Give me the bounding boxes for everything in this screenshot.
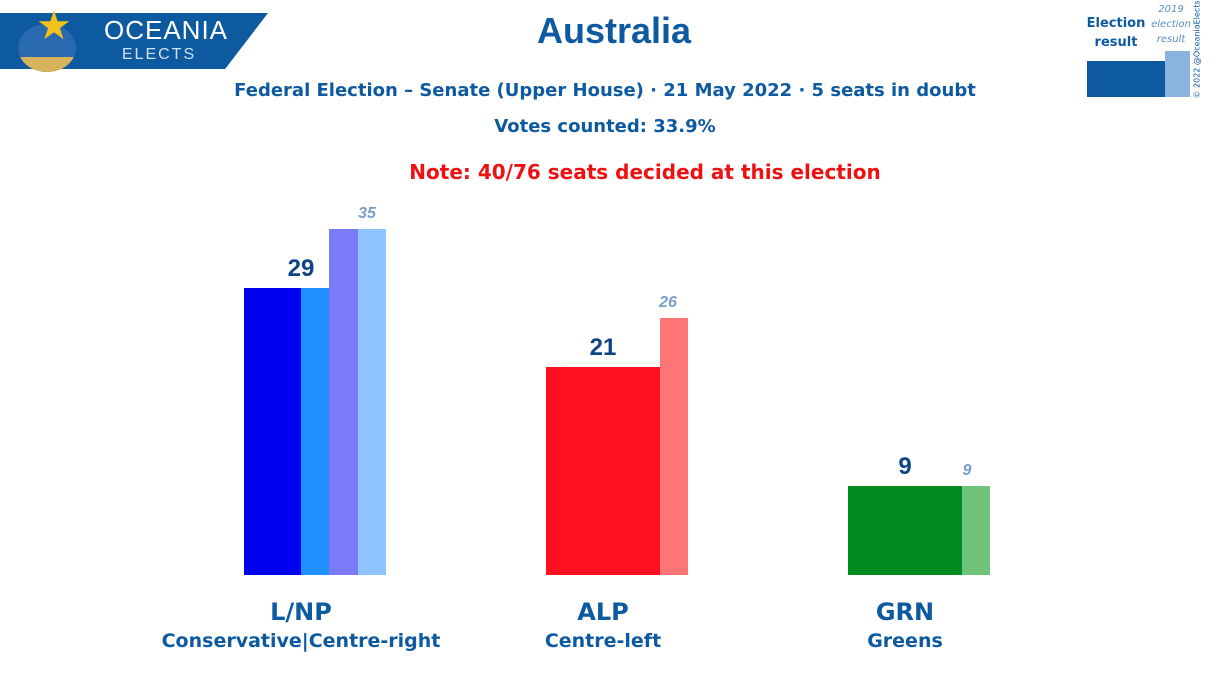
- bar-alp-current: [546, 367, 660, 575]
- copyright: © 2022 @OceaniaElects: [1192, 0, 1202, 99]
- previous-label-alp: 26: [659, 293, 677, 311]
- legend-current-label: Election result: [1086, 16, 1146, 50]
- bar-grn-previous: [962, 486, 990, 575]
- legend-previous-swatch: [1165, 51, 1190, 97]
- chart-subtitle: Federal Election – Senate (Upper House) …: [234, 80, 976, 101]
- category-sublabel-lnp: Conservative|Centre-right: [161, 630, 441, 652]
- previous-label-grn: 9: [962, 462, 972, 480]
- value-label-lnp: 29: [287, 255, 315, 283]
- category-sublabel-grn: Greens: [867, 630, 943, 652]
- logo-island-sand: [18, 57, 76, 72]
- bar-grn-current: [848, 486, 962, 575]
- value-label-grn: 9: [898, 453, 912, 481]
- category-label-lnp: L/NP: [270, 598, 332, 626]
- votes-counted: Votes counted: 33.9%: [494, 116, 716, 137]
- bar-alp-previous: [660, 317, 688, 575]
- logo-globe-icon: [18, 24, 76, 72]
- value-label-alp: 21: [589, 334, 617, 362]
- bar-lnp-previous: [358, 229, 386, 575]
- category-label-grn: GRN: [875, 598, 935, 626]
- previous-label-lnp: 35: [358, 205, 376, 222]
- legend-previous-label: 2019 election result: [1151, 4, 1191, 45]
- note: Note: 40/76 seats decided at this electi…: [409, 160, 881, 184]
- legend-current-swatch: [1087, 61, 1167, 97]
- logo-title: OCEANIA: [104, 15, 229, 45]
- category-label-alp: ALP: [577, 598, 629, 626]
- logo-star-icon: ★: [36, 3, 72, 49]
- bar-lnp-segment-1: [244, 288, 301, 575]
- chart-title: Australia: [536, 10, 692, 51]
- logo-subtitle: ELECTS: [121, 46, 197, 63]
- category-sublabel-alp: Centre-left: [544, 630, 662, 652]
- bar-lnp-segment-3: [329, 229, 358, 575]
